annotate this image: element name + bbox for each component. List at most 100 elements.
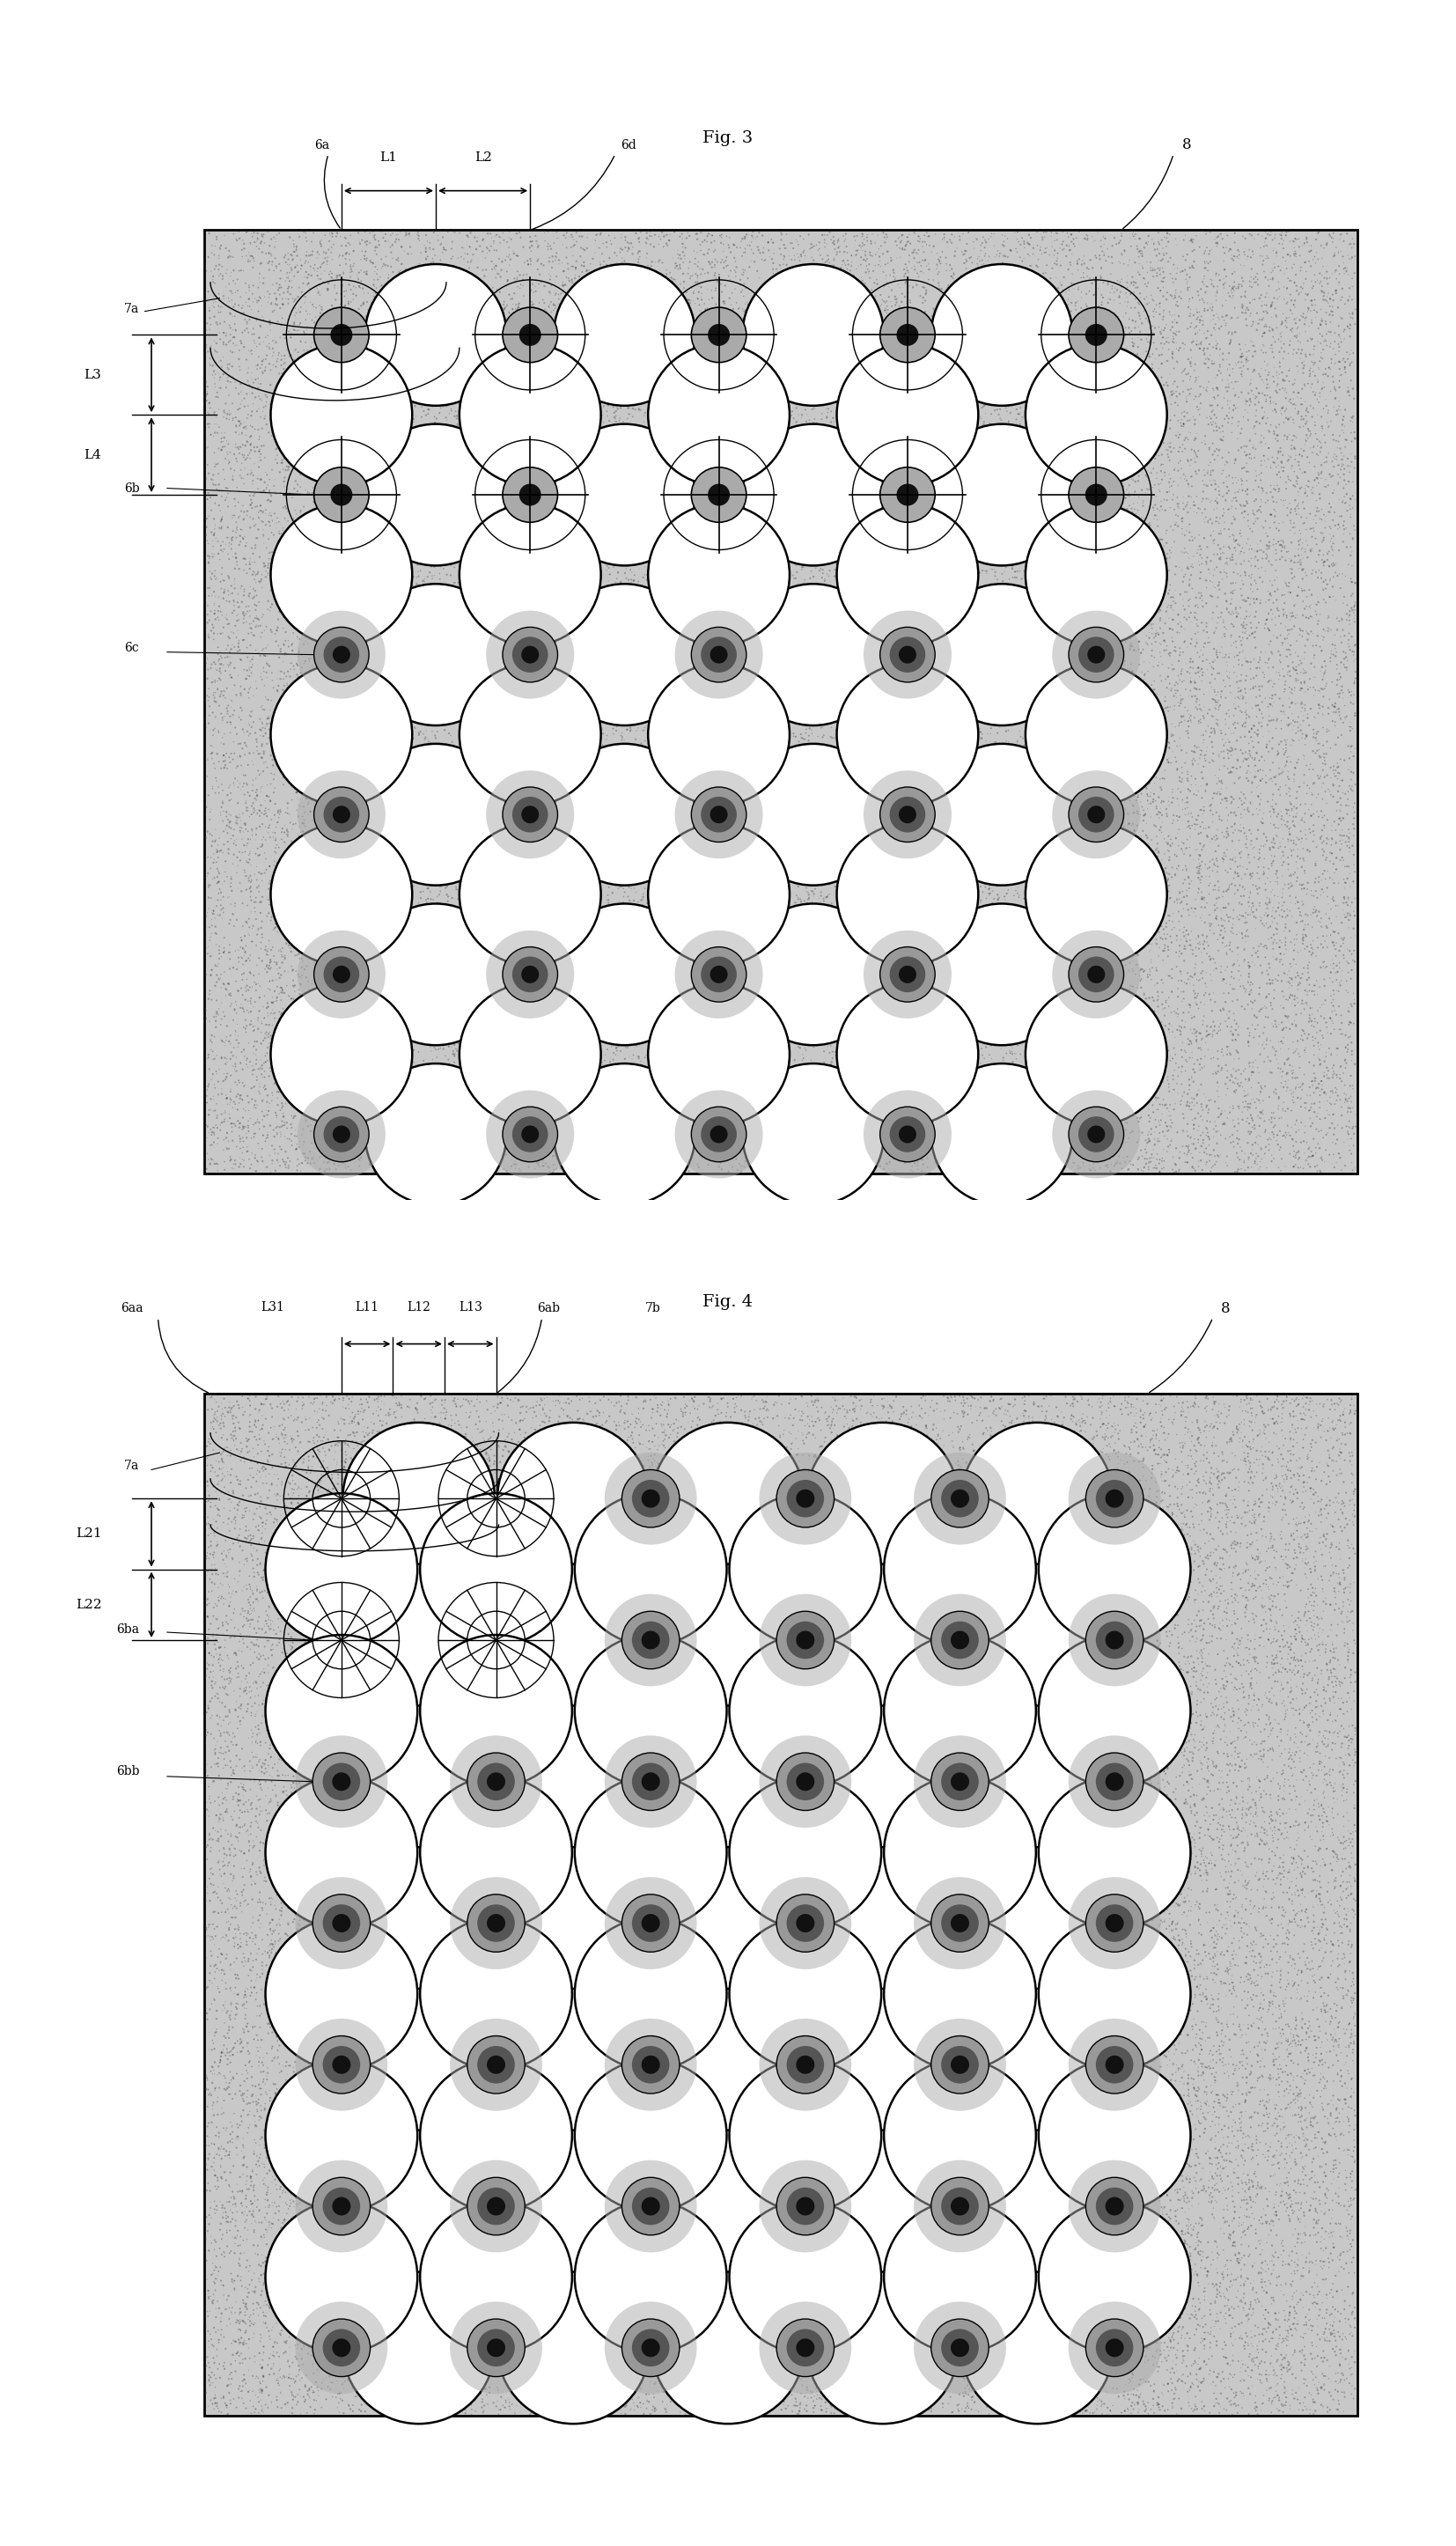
Point — [470, 351, 494, 392]
Point — [680, 2368, 703, 2409]
Point — [703, 1449, 727, 1489]
Point — [1213, 1548, 1236, 1589]
Point — [1270, 1652, 1293, 1693]
Point — [430, 222, 453, 262]
Point — [756, 1398, 779, 1438]
Point — [562, 950, 585, 990]
Point — [332, 980, 355, 1021]
Point — [696, 474, 719, 514]
Point — [194, 2296, 217, 2337]
Point — [1171, 2330, 1194, 2370]
Point — [760, 1632, 783, 1673]
Point — [1289, 863, 1312, 904]
Point — [408, 1596, 431, 1637]
Point — [258, 2001, 281, 2042]
Point — [1299, 509, 1322, 550]
Point — [997, 835, 1021, 876]
Point — [329, 1828, 352, 1869]
Point — [499, 670, 523, 710]
Point — [550, 1856, 574, 1897]
Point — [543, 2263, 566, 2304]
Point — [1326, 2312, 1350, 2353]
Point — [1226, 2238, 1249, 2279]
Point — [1026, 1464, 1050, 1505]
Point — [1204, 2060, 1227, 2100]
Point — [335, 405, 358, 446]
Point — [1229, 1711, 1252, 1752]
Point — [258, 1729, 281, 1769]
Point — [606, 939, 629, 980]
Point — [1108, 2151, 1131, 2192]
Point — [457, 1507, 480, 1548]
Point — [1227, 2243, 1251, 2284]
Point — [363, 1469, 386, 1510]
Point — [476, 1436, 499, 1477]
Point — [422, 1874, 446, 1915]
Point — [794, 922, 817, 962]
Point — [815, 2368, 839, 2409]
Point — [220, 871, 243, 911]
Point — [386, 787, 409, 827]
Point — [252, 1680, 275, 1721]
Point — [674, 970, 697, 1011]
Point — [1131, 1887, 1155, 1927]
Point — [1143, 764, 1166, 805]
Point — [266, 1693, 290, 1734]
Point — [677, 1482, 700, 1523]
Point — [1028, 978, 1051, 1018]
Point — [763, 2085, 786, 2126]
Point — [488, 272, 511, 313]
Point — [1192, 283, 1216, 323]
Point — [482, 695, 505, 736]
Point — [1242, 578, 1265, 619]
Point — [1198, 2144, 1222, 2184]
Point — [326, 1711, 349, 1752]
Point — [1112, 1029, 1136, 1069]
Point — [693, 1808, 716, 1848]
Point — [475, 290, 498, 331]
Point — [1208, 1538, 1232, 1579]
Point — [1289, 1803, 1312, 1843]
Point — [226, 2172, 249, 2212]
Point — [440, 1026, 463, 1067]
Point — [1242, 886, 1265, 927]
Point — [1325, 970, 1348, 1011]
Point — [844, 1436, 868, 1477]
Point — [1089, 749, 1112, 789]
Point — [1050, 1721, 1073, 1762]
Point — [498, 1670, 521, 1711]
Point — [454, 749, 478, 789]
Point — [1265, 2098, 1289, 2139]
Point — [226, 2116, 249, 2156]
Point — [1254, 550, 1277, 591]
Point — [1286, 1408, 1309, 1449]
Point — [514, 1469, 537, 1510]
Point — [757, 965, 780, 1006]
Point — [1083, 1026, 1107, 1067]
Point — [962, 1790, 986, 1831]
Point — [501, 283, 524, 323]
Point — [661, 1584, 684, 1624]
Point — [320, 769, 344, 810]
Point — [266, 904, 290, 945]
Point — [1248, 354, 1271, 395]
Point — [521, 2047, 545, 2088]
Point — [830, 769, 853, 810]
Point — [364, 1754, 387, 1795]
Point — [1236, 1393, 1259, 1433]
Point — [306, 328, 329, 369]
Point — [1143, 250, 1166, 290]
Point — [1075, 1021, 1098, 1062]
Point — [1309, 1800, 1332, 1841]
Point — [259, 588, 282, 629]
Point — [425, 593, 448, 634]
Point — [843, 532, 866, 573]
Point — [785, 1983, 808, 2024]
Point — [795, 644, 818, 685]
Point — [577, 2330, 600, 2370]
Point — [197, 1866, 220, 1907]
Point — [1185, 216, 1208, 257]
Point — [415, 1456, 438, 1497]
Point — [681, 988, 705, 1029]
Point — [936, 458, 960, 499]
